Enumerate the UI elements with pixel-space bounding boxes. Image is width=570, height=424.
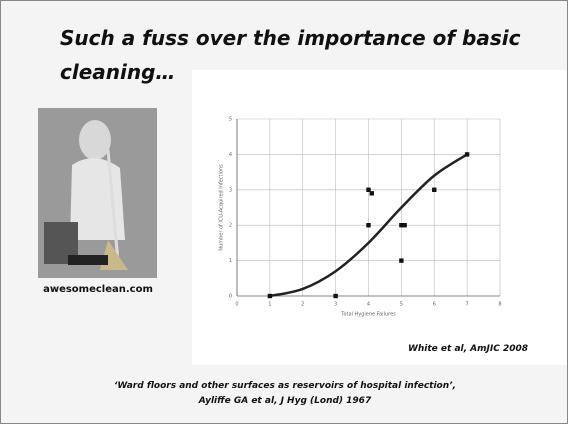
slide-title: Such a fuss over the importance of basic	[60, 26, 521, 50]
image-caption: awesomeclean.com	[43, 284, 153, 295]
footer-reference: Ayliffe GA et al, J Hyg (Lond) 1967	[198, 396, 372, 406]
slide-title: cleaning…	[60, 60, 175, 84]
y-tick-label: 5	[229, 117, 232, 123]
photo	[38, 108, 157, 278]
data-point	[399, 258, 404, 263]
data-point	[366, 187, 371, 192]
y-axis-label: Number of ICU-Acquired Infections	[219, 164, 225, 251]
data-point	[267, 293, 273, 299]
citation: White et al, AmJIC 2008	[408, 344, 528, 354]
data-point	[366, 223, 371, 228]
footer-reference: ‘Ward floors and other surfaces as reser…	[114, 381, 456, 391]
data-point	[464, 152, 470, 157]
data-point	[432, 187, 437, 192]
y-tick-label: 0	[229, 294, 232, 300]
data-point	[369, 191, 374, 196]
chart-panel	[192, 70, 567, 365]
x-tick-label: 7	[466, 302, 469, 308]
x-tick-label: 3	[334, 302, 337, 308]
x-axis-label: Total Hygiene Failures	[340, 312, 396, 318]
data-point	[333, 293, 338, 299]
x-tick-label: 4	[367, 302, 370, 308]
data-point	[402, 223, 407, 228]
y-tick-label: 4	[229, 152, 232, 158]
x-tick-label: 1	[268, 302, 271, 308]
y-tick-label: 1	[229, 258, 232, 264]
x-tick-label: 6	[433, 302, 436, 308]
x-tick-label: 8	[498, 302, 501, 308]
data-point	[399, 223, 404, 228]
x-tick-label: 5	[400, 302, 403, 308]
fit-curve	[269, 153, 468, 298]
plot: 0 1 2 3 4 5 0 1 2 3 4 5 6 7 8 Total Hygiene Failures Num…	[219, 117, 502, 318]
y-tick-label: 3	[229, 187, 232, 193]
y-tick-label: 2	[229, 223, 232, 229]
x-tick-label: 2	[301, 302, 304, 308]
x-tick-label: 0	[235, 302, 238, 308]
